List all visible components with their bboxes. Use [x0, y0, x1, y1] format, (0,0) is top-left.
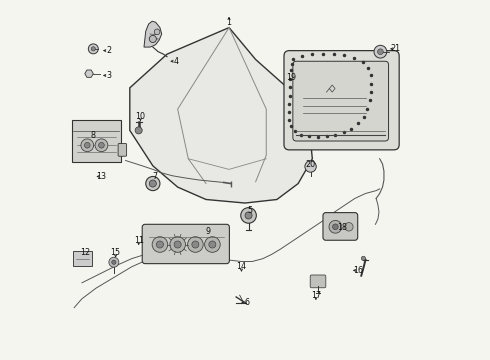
Circle shape: [154, 29, 160, 35]
Circle shape: [378, 49, 383, 54]
Text: 10: 10: [135, 112, 146, 121]
Circle shape: [98, 143, 104, 148]
Circle shape: [305, 161, 316, 172]
Circle shape: [156, 241, 164, 248]
Text: 13: 13: [97, 172, 106, 181]
FancyBboxPatch shape: [142, 224, 229, 264]
Circle shape: [245, 212, 252, 219]
Circle shape: [81, 139, 94, 152]
Text: 4: 4: [173, 57, 178, 66]
Text: 2: 2: [106, 46, 111, 55]
Text: 20: 20: [305, 159, 316, 168]
Circle shape: [192, 241, 199, 248]
Text: 19: 19: [286, 73, 296, 82]
Circle shape: [152, 237, 168, 252]
FancyBboxPatch shape: [284, 51, 399, 150]
Polygon shape: [130, 28, 312, 203]
Text: 1: 1: [226, 18, 232, 27]
Circle shape: [135, 127, 142, 134]
FancyBboxPatch shape: [73, 251, 92, 266]
Text: 6: 6: [245, 298, 249, 307]
FancyBboxPatch shape: [310, 275, 326, 288]
FancyBboxPatch shape: [323, 213, 358, 240]
Circle shape: [149, 180, 156, 187]
Circle shape: [344, 222, 353, 231]
Circle shape: [84, 143, 90, 148]
Circle shape: [333, 224, 338, 230]
Circle shape: [149, 35, 156, 42]
Text: 18: 18: [338, 223, 347, 232]
Circle shape: [95, 139, 108, 152]
Circle shape: [146, 176, 160, 191]
Text: 14: 14: [237, 262, 246, 271]
Circle shape: [374, 45, 387, 58]
Text: 11: 11: [134, 236, 144, 245]
FancyBboxPatch shape: [72, 120, 121, 162]
Circle shape: [88, 44, 98, 54]
Circle shape: [209, 241, 216, 248]
Circle shape: [112, 260, 116, 264]
Circle shape: [109, 257, 119, 267]
Circle shape: [91, 47, 96, 51]
FancyBboxPatch shape: [293, 61, 389, 141]
Circle shape: [241, 208, 256, 223]
Circle shape: [205, 237, 220, 252]
Text: 8: 8: [91, 131, 96, 140]
Circle shape: [361, 256, 366, 260]
Circle shape: [329, 220, 342, 233]
Text: 9: 9: [205, 227, 210, 236]
Text: 21: 21: [391, 44, 401, 53]
Text: 16: 16: [353, 266, 364, 275]
Text: 7: 7: [152, 172, 157, 181]
Polygon shape: [85, 70, 93, 77]
Text: 12: 12: [80, 248, 90, 257]
Text: 15: 15: [111, 248, 121, 257]
Text: 3: 3: [106, 71, 111, 80]
FancyBboxPatch shape: [118, 144, 126, 156]
Circle shape: [174, 241, 181, 248]
Text: 17: 17: [311, 291, 321, 300]
Circle shape: [170, 237, 185, 252]
Text: 5: 5: [248, 206, 253, 215]
Polygon shape: [144, 21, 162, 47]
Circle shape: [188, 237, 203, 252]
